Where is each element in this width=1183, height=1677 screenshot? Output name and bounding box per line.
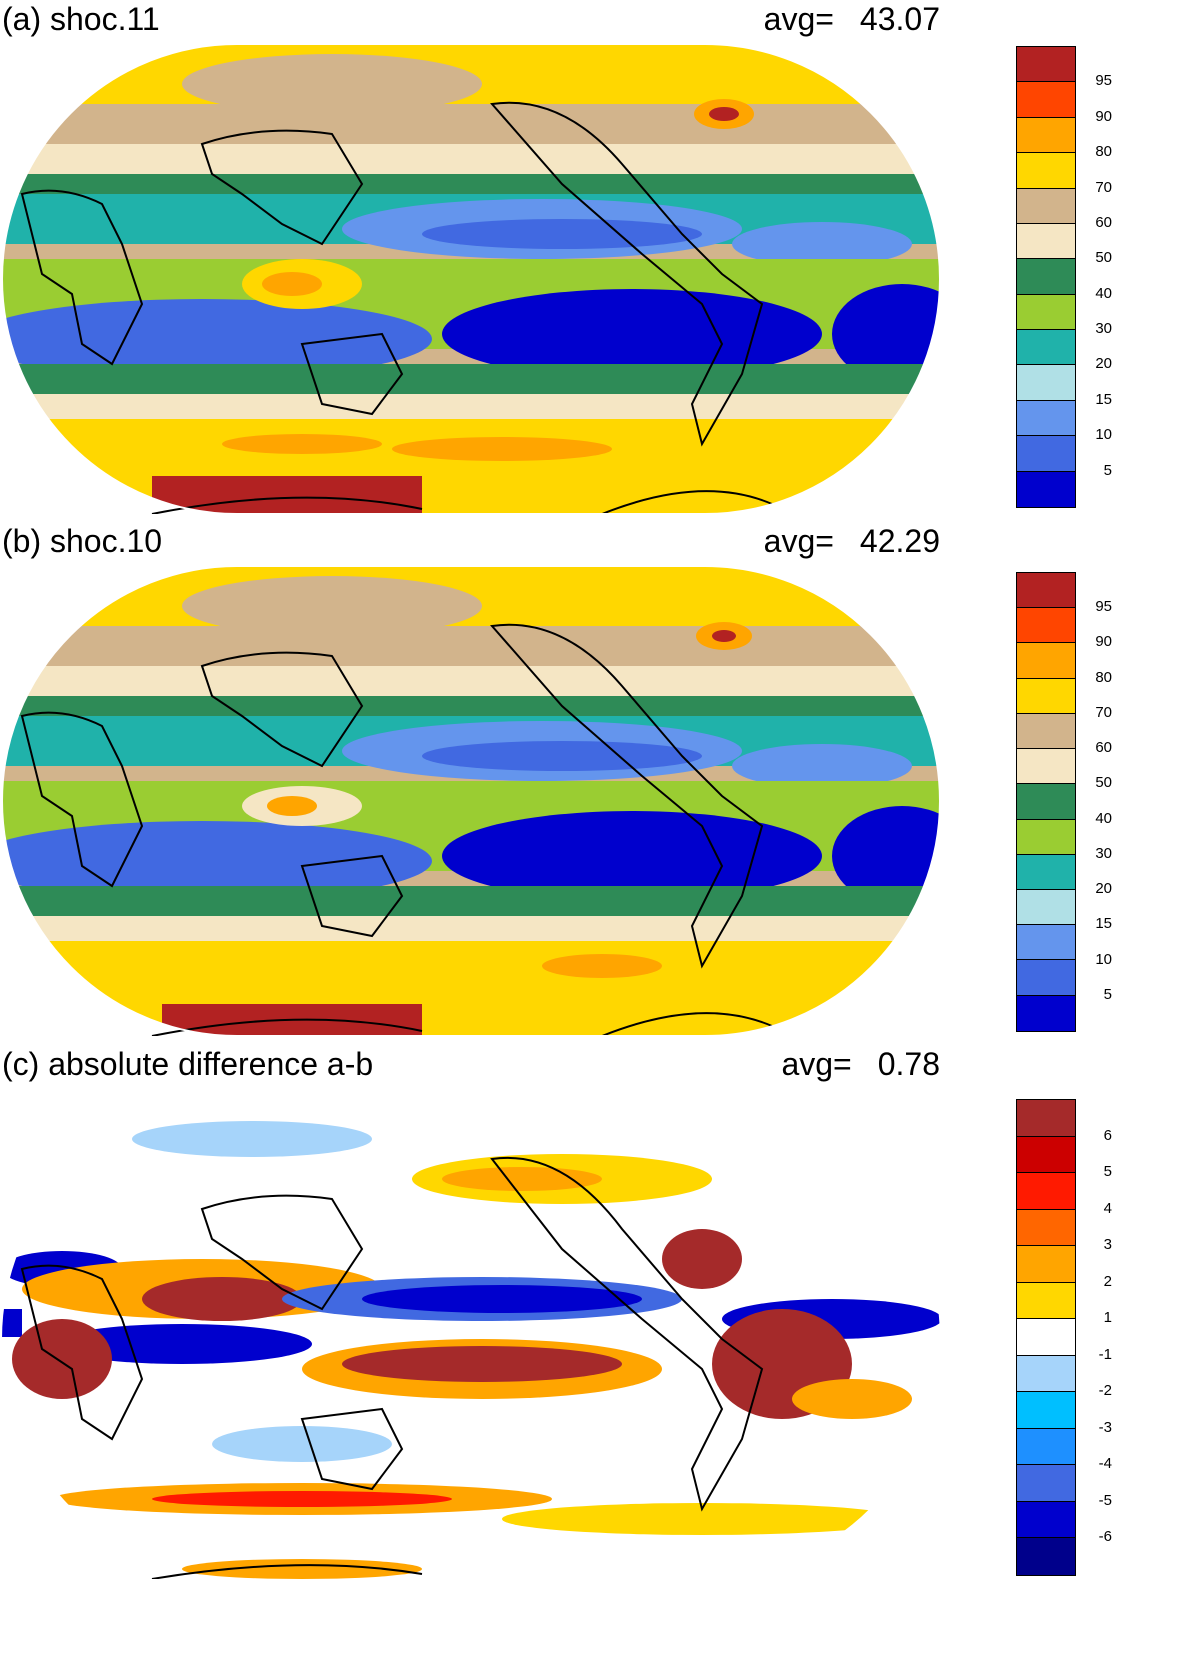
- colorbar-swatch: [1017, 1355, 1075, 1393]
- average-label: avg=: [781, 1046, 852, 1082]
- colorbar-tick-label: -5: [1098, 1491, 1112, 1509]
- colorbar-swatch: [1017, 608, 1075, 644]
- colorbar-tick-label: 10: [1095, 950, 1112, 968]
- colorbar: [1016, 46, 1076, 508]
- colorbar-swatch: [1017, 1538, 1075, 1575]
- panel-c: (c) absolute difference a-b avg= 0.78: [0, 1045, 1183, 1677]
- colorbar: [1016, 1099, 1076, 1576]
- colorbar-swatch: [1017, 1428, 1075, 1466]
- colorbar-swatch: [1017, 330, 1075, 366]
- colorbar-tick-label: 90: [1095, 633, 1112, 651]
- colorbar-tick-label: 50: [1095, 249, 1112, 267]
- colorbar-swatch: [1017, 47, 1075, 83]
- colorbar-tick-label: 5: [1103, 461, 1112, 479]
- panel-title: (c) absolute difference a-b: [2, 1046, 374, 1082]
- world-map-difference: [2, 1099, 940, 1579]
- panel-a: (a) shoc.11 avg= 43.07: [0, 0, 1183, 520]
- colorbar-swatch: [1017, 1501, 1075, 1539]
- colorbar-tick-label: 80: [1095, 143, 1112, 161]
- colorbar-swatch: [1017, 573, 1075, 609]
- colorbar-tick-label: 40: [1095, 809, 1112, 827]
- panel-title: (a) shoc.11: [2, 1, 160, 37]
- colorbar-swatch: [1017, 854, 1075, 890]
- colorbar-swatch: [1017, 784, 1075, 820]
- colorbar-tick-label: 2: [1103, 1272, 1112, 1290]
- colorbar-tick-label: -2: [1098, 1382, 1112, 1400]
- world-map-shoc11: [2, 44, 940, 514]
- colorbar-swatch: [1017, 819, 1075, 855]
- colorbar-tick-label: 3: [1103, 1236, 1112, 1254]
- colorbar: [1016, 572, 1076, 1032]
- colorbar-tick-label: 4: [1103, 1199, 1112, 1217]
- panel-average: avg= 0.78: [781, 1045, 940, 1083]
- panel-average: avg= 42.29: [764, 522, 940, 560]
- colorbar-swatch: [1017, 1246, 1075, 1283]
- average-label: avg=: [763, 523, 834, 559]
- colorbar-tick-label: 40: [1095, 284, 1112, 302]
- colorbar-tick-label: 90: [1095, 107, 1112, 125]
- colorbar-tick-label: 15: [1095, 390, 1112, 408]
- colorbar-swatch: [1017, 259, 1075, 295]
- colorbar-tick-label: 1: [1103, 1309, 1112, 1327]
- panel-b: (b) shoc.10 avg= 42.29: [0, 522, 1183, 1042]
- colorbar-swatch: [1017, 1100, 1075, 1137]
- colorbar-swatch: [1017, 153, 1075, 189]
- colorbar-swatch: [1017, 1319, 1075, 1356]
- colorbar-tick-label: -4: [1098, 1455, 1112, 1473]
- colorbar-tick-label: 60: [1095, 213, 1112, 231]
- colorbar-tick-label: 60: [1095, 739, 1112, 757]
- colorbar-swatch: [1017, 925, 1075, 961]
- colorbar-swatch: [1017, 1209, 1075, 1247]
- colorbar-tick-label: 30: [1095, 844, 1112, 862]
- average-value: 42.29: [859, 523, 940, 559]
- average-label: avg=: [763, 1, 834, 37]
- colorbar-swatch: [1017, 749, 1075, 785]
- colorbar-tick-label: -1: [1098, 1345, 1112, 1363]
- colorbar-tick-label: -3: [1098, 1418, 1112, 1436]
- colorbar-swatch: [1017, 1392, 1075, 1429]
- colorbar-tick-label: 95: [1095, 598, 1112, 616]
- colorbar-swatch: [1017, 1136, 1075, 1174]
- colorbar-tick-label: 15: [1095, 915, 1112, 933]
- colorbar-swatch: [1017, 223, 1075, 260]
- colorbar-swatch: [1017, 1173, 1075, 1210]
- colorbar-swatch: [1017, 400, 1075, 437]
- colorbar-swatch: [1017, 713, 1075, 750]
- colorbar-swatch: [1017, 643, 1075, 679]
- colorbar-swatch: [1017, 365, 1075, 401]
- colorbar-tick-label: 10: [1095, 426, 1112, 444]
- colorbar-swatch: [1017, 678, 1075, 714]
- average-value: 43.07: [859, 1, 940, 37]
- colorbar-tick-label: -6: [1098, 1528, 1112, 1546]
- colorbar-swatch: [1017, 294, 1075, 330]
- colorbar-tick-label: 5: [1103, 1163, 1112, 1181]
- colorbar-tick-label: 20: [1095, 355, 1112, 373]
- colorbar-swatch: [1017, 117, 1075, 154]
- colorbar-tick-label: 6: [1103, 1126, 1112, 1144]
- panel-average: avg= 43.07: [764, 0, 940, 38]
- colorbar-swatch: [1017, 995, 1075, 1031]
- colorbar-tick-label: 95: [1095, 72, 1112, 90]
- colorbar-swatch: [1017, 1282, 1075, 1320]
- colorbar-tick-label: 50: [1095, 774, 1112, 792]
- colorbar-swatch: [1017, 960, 1075, 996]
- colorbar-tick-label: 20: [1095, 880, 1112, 898]
- colorbar-tick-label: 70: [1095, 703, 1112, 721]
- colorbar-swatch: [1017, 1465, 1075, 1502]
- colorbar-swatch: [1017, 188, 1075, 224]
- colorbar-swatch: [1017, 436, 1075, 472]
- colorbar-tick-label: 70: [1095, 178, 1112, 196]
- colorbar-swatch: [1017, 471, 1075, 507]
- colorbar-tick-label: 30: [1095, 320, 1112, 338]
- panel-title: (b) shoc.10: [2, 523, 163, 559]
- colorbar-tick-label: 80: [1095, 668, 1112, 686]
- colorbar-tick-label: 5: [1103, 985, 1112, 1003]
- world-map-shoc10: [2, 566, 940, 1036]
- colorbar-swatch: [1017, 82, 1075, 118]
- average-value: 0.78: [877, 1046, 940, 1082]
- colorbar-swatch: [1017, 889, 1075, 926]
